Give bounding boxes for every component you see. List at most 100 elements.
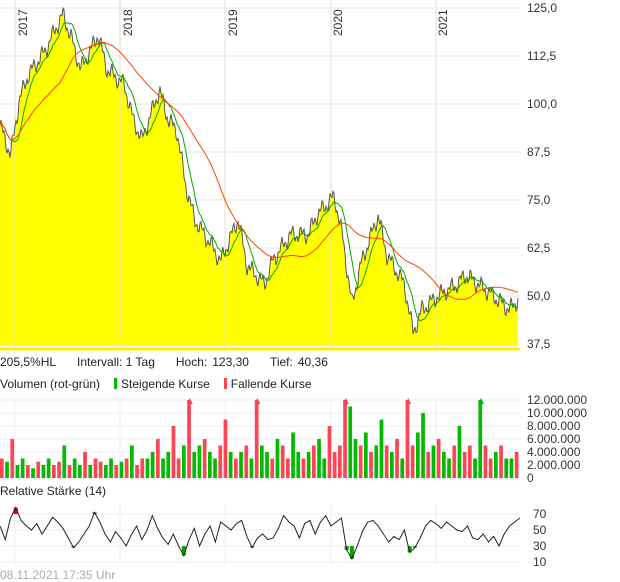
price-tick: 125,0: [527, 1, 558, 15]
falling-label: Fallende Kurse: [230, 377, 312, 391]
volume-bar: [150, 452, 155, 478]
volume-bar: [442, 452, 446, 478]
volume-bar: [280, 445, 285, 478]
volume-bar: [213, 458, 217, 478]
volume-bar: [114, 465, 119, 478]
volume-bar: [436, 439, 441, 478]
volume-bar: [156, 439, 160, 478]
volume-bar: [322, 458, 327, 478]
volume-bar: [5, 461, 9, 478]
volume-bar: [145, 458, 150, 478]
volume-bar: [338, 445, 342, 478]
volume-bar: [176, 458, 181, 478]
volume-bar: [223, 419, 228, 478]
volume-bar: [239, 452, 243, 478]
volume-bar: [130, 445, 134, 478]
volume-bar: [405, 400, 410, 478]
volume-bar: [488, 458, 493, 478]
volume-bar: [275, 439, 280, 478]
volume-bar: [171, 426, 176, 478]
volume-bar: [478, 400, 483, 478]
volume-bar: [421, 413, 425, 478]
volume-bar: [504, 458, 509, 478]
info-line: 205,5%HL Intervall: 1 Tag Hoch: 123,30 T…: [0, 355, 328, 369]
volume-bar: [400, 458, 405, 478]
volume-tick: 0: [527, 471, 534, 485]
volume-bar: [265, 452, 269, 478]
volume-bar: [202, 439, 207, 478]
volume-bar: [104, 465, 108, 478]
volume-bar: [36, 461, 41, 478]
price-tick: 50,0: [527, 289, 551, 303]
volume-bar: [31, 468, 35, 478]
volume-bar: [457, 426, 462, 478]
volume-bar: [270, 458, 275, 478]
volume-bar: [390, 452, 394, 478]
volume-tick: 10.000.000: [527, 406, 588, 420]
volume-bar: [67, 465, 72, 478]
volume-bar: [140, 458, 145, 478]
volume-bar: [26, 465, 30, 478]
price-tick: 112,5: [527, 49, 557, 63]
volume-bar: [374, 445, 379, 478]
high-value: 123,30: [212, 355, 249, 369]
volume-bar: [83, 452, 87, 478]
volume-bar: [161, 458, 165, 478]
volume-bar: [208, 452, 212, 478]
volume-bar: [353, 439, 358, 478]
volume-bar: [468, 445, 472, 478]
volume-bar: [228, 452, 233, 478]
rsi-line: [0, 506, 521, 560]
volume-bar: [78, 465, 82, 478]
price-area: [0, 8, 518, 346]
volume-bar: [62, 445, 67, 478]
volume-bar: [296, 452, 301, 478]
interval: Intervall: 1 Tag: [77, 355, 155, 369]
volume-bar: [124, 458, 129, 478]
volume-overflow-arrow: [254, 398, 261, 404]
volume-bar: [0, 458, 4, 478]
volume-bar: [135, 465, 139, 478]
year-label: 2020: [331, 9, 345, 36]
volume-bar: [15, 465, 20, 478]
volume-bar: [52, 465, 56, 478]
price-tick: 75,0: [527, 193, 551, 207]
low-value: 40,36: [297, 355, 328, 369]
volume-bar: [431, 445, 436, 478]
volume-bar: [72, 458, 77, 478]
volume-tick: 8.000.000: [527, 419, 581, 433]
rsi-overbought-fill: [13, 507, 18, 514]
volume-bar: [462, 452, 467, 478]
price-tick: 100,0: [527, 97, 558, 111]
volume-bar: [20, 458, 25, 478]
volume-bar: [364, 432, 368, 478]
high-label: Hoch:: [175, 355, 208, 369]
volume-bar: [452, 445, 457, 478]
price-range: 205,5%HL: [0, 355, 57, 369]
volume-bar: [327, 426, 332, 478]
volume-bar: [379, 419, 384, 478]
year-label: 2017: [16, 9, 30, 36]
volume-tick: 4.000.000: [527, 445, 581, 459]
volume-overflow-arrow: [186, 398, 193, 404]
price-tick: 37,5: [527, 337, 551, 351]
volume-tick: 6.000.000: [527, 432, 581, 446]
volume-bar: [494, 452, 498, 478]
volume-bar: [499, 445, 503, 478]
volume-bar: [483, 445, 488, 478]
volume-overflow-arrow: [405, 398, 412, 404]
volume-bar: [514, 452, 519, 478]
rising-label: Steigende Kurse: [121, 377, 210, 391]
volume-bar: [249, 458, 254, 478]
volume-bar: [447, 458, 451, 478]
volume-bar: [384, 445, 389, 478]
volume-bar: [119, 461, 124, 478]
volume-tick: 2.000.000: [527, 458, 581, 472]
price-tick: 87,5: [527, 145, 551, 159]
volume-bar: [410, 445, 415, 478]
price-tick: 62,5: [527, 241, 551, 255]
rsi-tick: 10: [533, 555, 547, 569]
volume-tick: 12.000.000: [527, 393, 588, 407]
